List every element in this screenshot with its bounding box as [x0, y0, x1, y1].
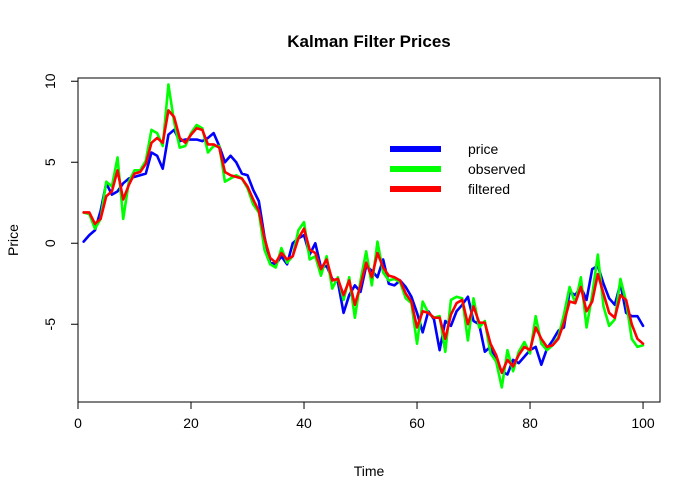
y-tick-label: 0: [42, 239, 58, 247]
legend-label-price: price: [468, 141, 499, 157]
legend: price observed filtered: [390, 141, 526, 197]
series-line-observed: [82, 83, 645, 389]
y-axis-label: Price: [5, 224, 21, 256]
x-axis: 0 20 40 60 80 100: [74, 401, 655, 431]
x-tick-label: 40: [296, 415, 312, 431]
legend-label-filtered: filtered: [468, 181, 510, 197]
x-tick-label: 0: [74, 415, 82, 431]
x-tick-label: 20: [183, 415, 199, 431]
legend-label-observed: observed: [468, 161, 526, 177]
y-tick-label: -5: [42, 318, 58, 331]
y-tick-label: 10: [42, 73, 58, 89]
y-axis: -5 0 5 10: [42, 73, 79, 331]
series-line-filtered: [82, 109, 645, 375]
x-axis-label: Time: [354, 463, 385, 479]
x-tick-label: 80: [522, 415, 538, 431]
x-tick-label: 100: [631, 415, 655, 431]
y-tick-label: 5: [42, 158, 58, 166]
chart-title: Kalman Filter Prices: [287, 32, 450, 51]
x-tick-label: 60: [409, 415, 425, 431]
plot-lines: [82, 83, 645, 389]
